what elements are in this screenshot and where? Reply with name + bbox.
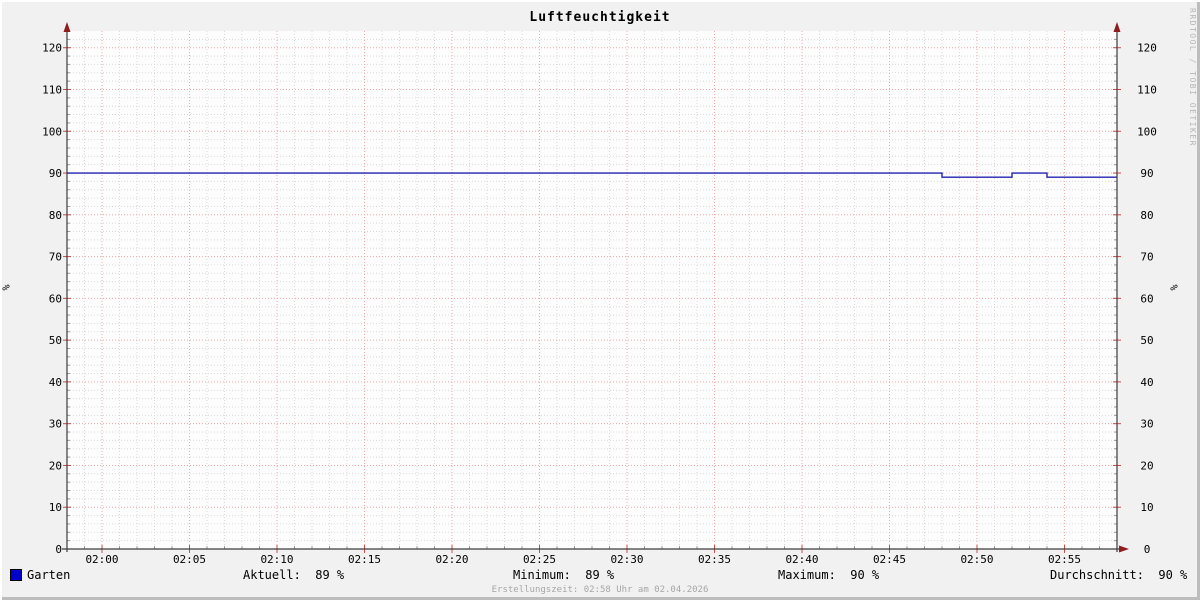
svg-text:100: 100 — [42, 125, 62, 138]
y-tick-labels: 0 0 10 10 20 20 30 30 40 40 50 50 60 60 70 70 80 80 90 90 10… — [42, 42, 1157, 556]
x-tick-labels: 02:00 02:05 02:10 02:15 02:20 02:25 02:30 02:35… — [85, 553, 1081, 566]
rrdtool-watermark: RRDTOOL / TOBI OETIKER — [1188, 8, 1197, 147]
svg-text:10: 10 — [1140, 501, 1153, 514]
svg-text:02:30: 02:30 — [610, 553, 643, 566]
svg-text:80: 80 — [1140, 209, 1153, 222]
svg-text:30: 30 — [1140, 418, 1153, 431]
stat-aktuell: Aktuell: 89 % — [243, 568, 345, 582]
svg-text:20: 20 — [49, 459, 62, 472]
svg-text:02:55: 02:55 — [1048, 553, 1081, 566]
svg-text:02:35: 02:35 — [698, 553, 731, 566]
series-line-garten — [67, 172, 1117, 178]
svg-text:02:15: 02:15 — [348, 553, 381, 566]
series-color-swatch — [10, 569, 22, 581]
axis-arrows — [63, 22, 1129, 553]
svg-text:60: 60 — [49, 292, 62, 305]
svg-text:02:40: 02:40 — [785, 553, 818, 566]
svg-text:10: 10 — [49, 501, 62, 514]
svg-text:02:25: 02:25 — [523, 553, 556, 566]
svg-text:110: 110 — [42, 83, 62, 96]
svg-text:70: 70 — [1140, 251, 1153, 264]
svg-text:80: 80 — [49, 209, 62, 222]
svg-text:90: 90 — [49, 167, 62, 180]
axes — [62, 28, 1120, 552]
svg-text:02:05: 02:05 — [173, 553, 206, 566]
svg-text:120: 120 — [42, 42, 62, 55]
svg-text:02:10: 02:10 — [260, 553, 293, 566]
svg-text:70: 70 — [49, 251, 62, 264]
svg-text:30: 30 — [49, 418, 62, 431]
creation-time: Erstellungszeit: 02:58 Uhr am 02.04.2026 — [491, 585, 709, 595]
series-label: Garten — [27, 568, 71, 582]
y-axis-unit-right: % — [1169, 284, 1181, 291]
svg-text:02:50: 02:50 — [960, 553, 993, 566]
svg-text:50: 50 — [1140, 334, 1153, 347]
svg-text:02:45: 02:45 — [873, 553, 906, 566]
svg-text:100: 100 — [1137, 125, 1157, 138]
svg-text:20: 20 — [1140, 459, 1153, 472]
stat-durchschnitt: Durchschnitt: 90 % — [1050, 568, 1188, 582]
stat-maximum: Maximum: 90 % — [778, 568, 880, 582]
legend-row: Garten Aktuell: 89 % Minimum: 89 % Maxim… — [0, 568, 1200, 582]
svg-text:60: 60 — [1140, 292, 1153, 305]
y-axis-unit-left: % — [1, 284, 13, 291]
svg-text:50: 50 — [49, 334, 62, 347]
svg-text:90: 90 — [1140, 167, 1153, 180]
svg-text:110: 110 — [1137, 83, 1157, 96]
svg-text:0: 0 — [1144, 543, 1151, 556]
svg-text:02:20: 02:20 — [435, 553, 468, 566]
svg-text:40: 40 — [1140, 376, 1153, 389]
stat-minimum: Minimum: 89 % — [513, 568, 615, 582]
svg-text:120: 120 — [1137, 42, 1157, 55]
svg-text:40: 40 — [49, 376, 62, 389]
legend-series-key: Garten — [10, 568, 70, 582]
chart-title: Luftfeuchtigkeit — [529, 10, 671, 25]
svg-text:0: 0 — [55, 543, 62, 556]
svg-text:02:00: 02:00 — [85, 553, 118, 566]
